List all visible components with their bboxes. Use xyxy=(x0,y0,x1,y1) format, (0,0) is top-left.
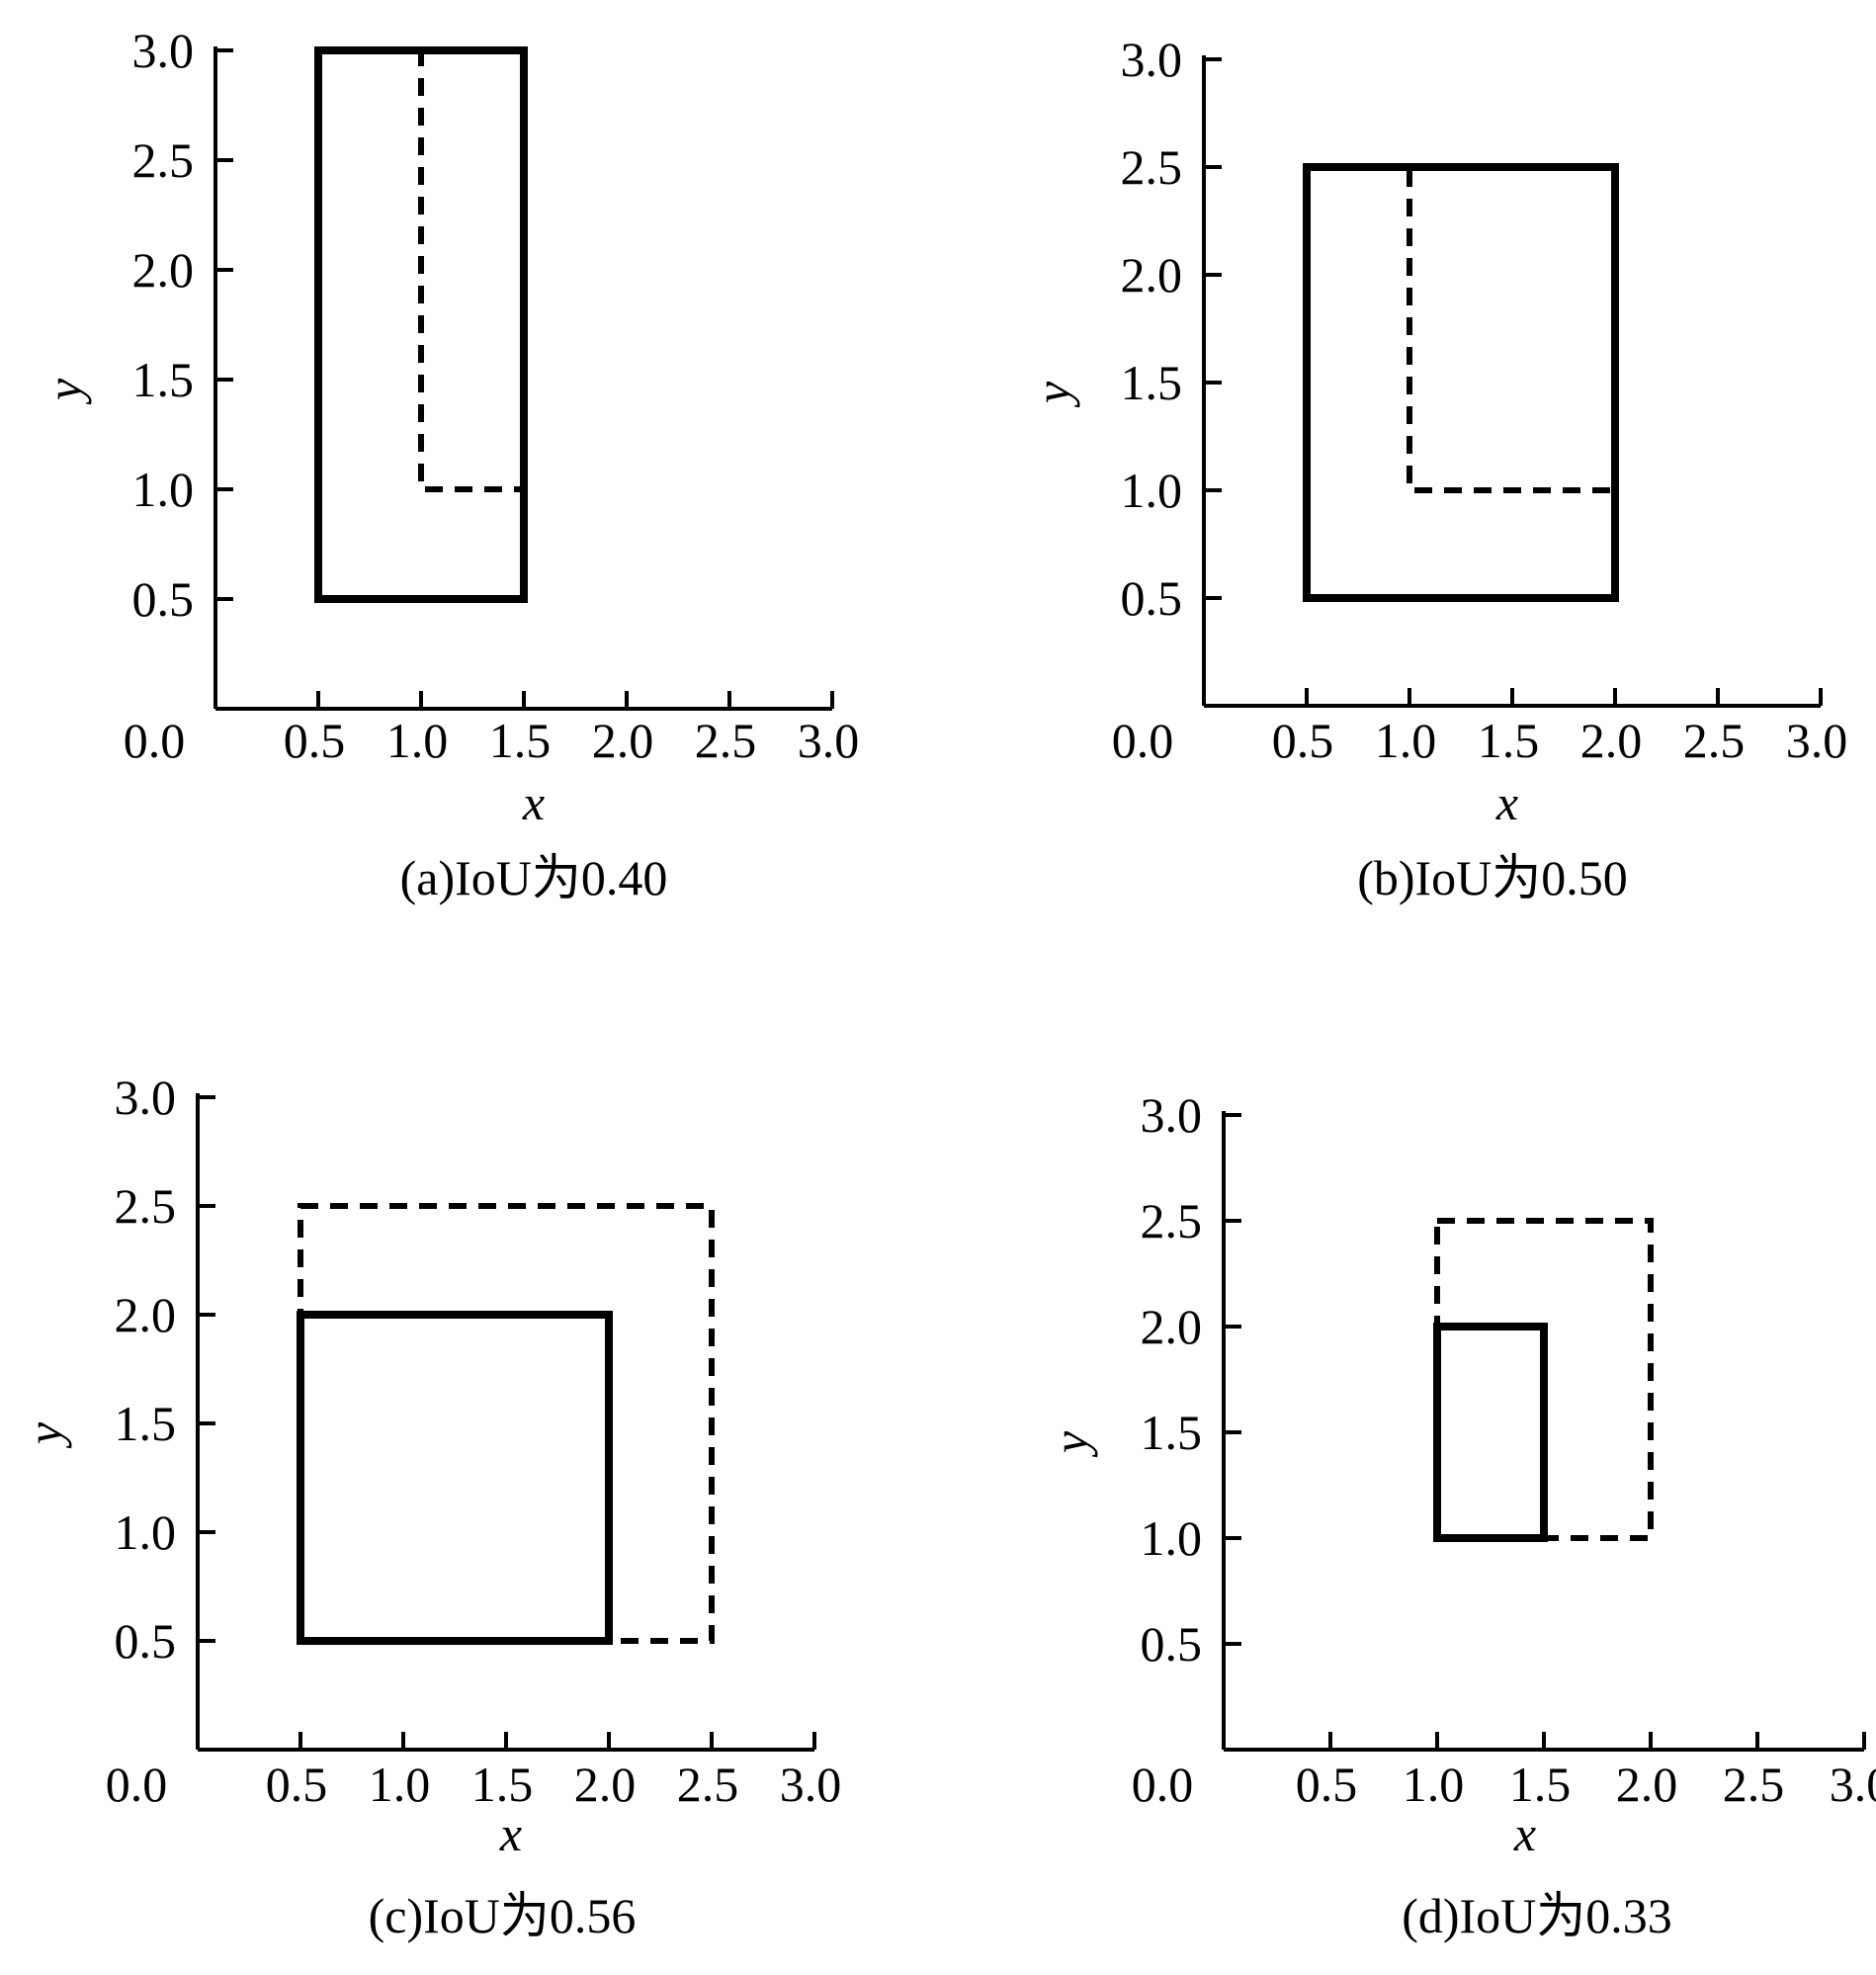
x-tick-label: 2.0 xyxy=(1580,713,1643,768)
x-tick-label: 2.5 xyxy=(695,713,757,768)
solid-box xyxy=(1433,1323,1548,1542)
x-axis-label: x xyxy=(499,1806,522,1861)
panel-caption: (d)IoU为0.33 xyxy=(1402,1888,1672,1943)
panel-caption: (b)IoU为0.50 xyxy=(1357,850,1628,905)
y-tick-label: 1.0 xyxy=(132,462,195,517)
y-tick-label: 1.0 xyxy=(115,1504,177,1560)
solid-box xyxy=(297,1311,613,1645)
y-tick-label: 2.5 xyxy=(115,1178,177,1234)
x-tick-label: 0.0 xyxy=(1112,713,1174,768)
x-tick-label: 1.0 xyxy=(1375,713,1437,768)
y-tick-label: 1.5 xyxy=(132,352,195,407)
x-tick-label: 3.0 xyxy=(780,1757,842,1812)
panel-caption: (c)IoU为0.56 xyxy=(369,1888,637,1943)
y-tick-label: 3.0 xyxy=(132,23,195,78)
x-tick-label: 2.5 xyxy=(677,1757,739,1812)
x-tick-label: 0.5 xyxy=(1272,713,1334,768)
y-tick-label: 2.5 xyxy=(1121,139,1183,195)
x-tick-label: 0.0 xyxy=(124,713,186,768)
x-tick-label: 2.5 xyxy=(1723,1757,1785,1812)
y-axis-label: y xyxy=(37,378,92,405)
chart-panel-3: 0.0 0.5 1.0 1.5 2.0 2.5 3.0 0.5 1.0 1.5 2.0 2.5 3.0 x… xyxy=(17,1070,841,1943)
chart-panel-1: 0.0 0.5 1.0 1.5 2.0 2.5 3.0 0.5 1.0 1.5 2.0 2.5 3.0 x… xyxy=(37,23,859,905)
panel-caption: (a)IoU为0.40 xyxy=(400,850,668,905)
x-tick-label: 3.0 xyxy=(1830,1757,1876,1812)
y-tick-label: 0.5 xyxy=(1121,570,1183,626)
chart-panel-2: 0.0 0.5 1.0 1.5 2.0 2.5 3.0 0.5 1.0 1.5 2.0 2.5 3.0 x… xyxy=(1025,32,1847,905)
x-tick-label: 2.0 xyxy=(1616,1757,1678,1812)
y-axis-label: y xyxy=(1025,381,1080,408)
x-tick-label: 0.0 xyxy=(106,1757,168,1812)
y-tick-label: 0.5 xyxy=(115,1613,177,1669)
x-tick-label: 0.0 xyxy=(1132,1757,1194,1812)
y-axis-label: y xyxy=(17,1421,72,1449)
x-tick-label: 1.0 xyxy=(386,713,449,768)
x-axis-label: x xyxy=(522,775,545,830)
dashed-box xyxy=(418,47,527,492)
y-tick-label: 2.0 xyxy=(115,1287,177,1342)
y-tick-label: 2.0 xyxy=(1141,1299,1203,1354)
y-axis-label: y xyxy=(1043,1430,1098,1458)
y-tick-label: 0.5 xyxy=(132,571,195,627)
x-tick-label: 0.5 xyxy=(266,1757,328,1812)
y-tick-label: 3.0 xyxy=(115,1070,177,1125)
y-tick-label: 1.0 xyxy=(1141,1510,1203,1566)
y-tick-label: 1.5 xyxy=(115,1396,177,1451)
x-tick-label: 1.5 xyxy=(1478,713,1540,768)
y-tick-label: 2.0 xyxy=(1121,247,1183,302)
x-tick-label: 1.5 xyxy=(1509,1757,1572,1812)
x-tick-label: 1.0 xyxy=(369,1757,431,1812)
x-tick-label: 0.5 xyxy=(284,713,346,768)
x-tick-label: 2.5 xyxy=(1683,713,1746,768)
y-tick-label: 1.0 xyxy=(1121,463,1183,518)
x-tick-label: 1.0 xyxy=(1403,1757,1465,1812)
chart-panel-4: 0.0 0.5 1.0 1.5 2.0 2.5 3.0 0.5 1.0 1.5 2.0 2.5 3.0 x… xyxy=(1043,1087,1876,1943)
x-tick-label: 1.5 xyxy=(489,713,552,768)
dashed-box xyxy=(1407,164,1618,493)
y-tick-label: 3.0 xyxy=(1121,32,1183,87)
x-tick-label: 0.5 xyxy=(1296,1757,1358,1812)
x-axis-label: x xyxy=(1495,775,1518,830)
y-tick-label: 3.0 xyxy=(1141,1087,1203,1143)
x-tick-label: 3.0 xyxy=(1786,713,1848,768)
x-tick-label: 1.5 xyxy=(471,1757,534,1812)
x-axis-label: x xyxy=(1513,1806,1536,1861)
dashed-box xyxy=(298,1203,715,1644)
solid-box xyxy=(314,46,528,603)
y-tick-label: 1.5 xyxy=(1121,355,1183,410)
y-tick-label: 2.5 xyxy=(1141,1193,1203,1248)
solid-box xyxy=(1303,163,1619,602)
y-tick-label: 1.5 xyxy=(1141,1405,1203,1460)
x-tick-label: 2.0 xyxy=(574,1757,637,1812)
x-tick-label: 3.0 xyxy=(798,713,860,768)
y-tick-label: 2.0 xyxy=(132,242,195,298)
x-tick-label: 2.0 xyxy=(592,713,654,768)
y-tick-label: 2.5 xyxy=(132,132,195,188)
y-tick-label: 0.5 xyxy=(1141,1616,1203,1672)
